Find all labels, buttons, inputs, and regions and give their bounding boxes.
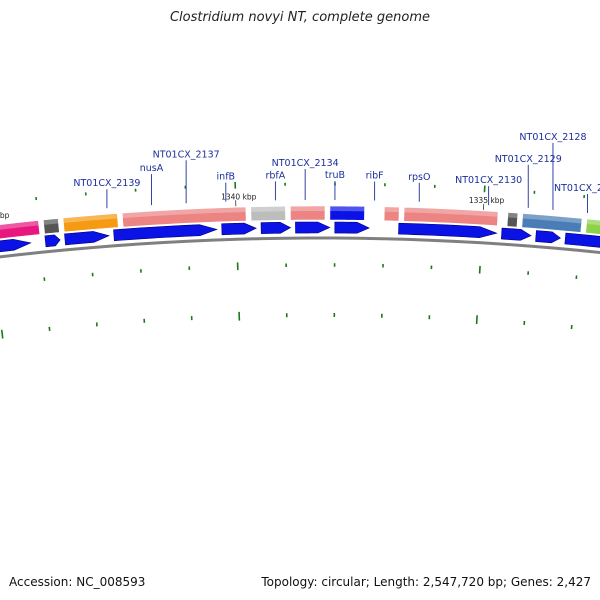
- backbone-arc: [0, 236, 600, 259]
- cog-block-highlight: [0, 220, 39, 230]
- gene-label: NT01CX_2130: [455, 175, 522, 186]
- kbp-label: 1340 kbp: [221, 192, 257, 201]
- cog-block: [383, 206, 400, 222]
- kbp-label: 1345 kbp: [0, 211, 10, 220]
- genome-title: Clostridium novyi NT, complete genome: [169, 10, 431, 25]
- genome-backbone: [0, 236, 600, 259]
- accession-label: Accession: NC_008593: [9, 575, 146, 589]
- cog-block: [521, 213, 583, 233]
- gene-label: NT01CX_2139: [73, 178, 140, 189]
- cog-block-highlight: [290, 206, 325, 212]
- cog-block: [0, 220, 41, 240]
- cog-block: [250, 205, 286, 222]
- cog-block-highlight: [43, 218, 59, 225]
- cog-block-highlight: [522, 213, 583, 224]
- cog-ring: [0, 205, 600, 240]
- gene-label: NT01CX_2127: [554, 183, 600, 194]
- gene-label: NT01CX_2128: [519, 132, 586, 143]
- gene-arrow: [221, 222, 257, 236]
- cog-block: [329, 205, 365, 221]
- gene-label: ribF: [366, 171, 384, 182]
- gene-label: rpsO: [408, 172, 430, 183]
- cog-block: [42, 218, 60, 235]
- gene-label: NT01CX_2134: [272, 158, 339, 169]
- gene-track: [0, 221, 600, 253]
- gene-label: infB: [217, 172, 236, 183]
- gene-arrow: [64, 231, 110, 246]
- gene-label: nusA: [140, 163, 164, 174]
- gene-label: rbfA: [266, 170, 286, 181]
- tick-mark: [0, 329, 4, 339]
- gene-label: truB: [325, 170, 345, 181]
- gene-arrow: [334, 221, 370, 234]
- cog-block: [290, 205, 326, 221]
- cog-block-highlight: [329, 206, 365, 212]
- gene-arrow: [260, 221, 292, 234]
- cog-block: [62, 213, 119, 233]
- cog-block-highlight: [404, 207, 499, 217]
- tick-mark: [475, 315, 478, 325]
- gene-arrow: [535, 230, 561, 244]
- gene-label: NT01CX_2129: [495, 154, 562, 165]
- cog-block-highlight: [507, 212, 518, 219]
- cog-block: [506, 212, 519, 228]
- gene-arrow: [295, 221, 331, 234]
- gene-labels: ispGpolCNT01CX_2139nusANT01CX_2137infBrb…: [73, 132, 600, 213]
- gene-label: NT01CX_2137: [153, 149, 220, 160]
- cog-block: [585, 218, 600, 235]
- cog-block: [403, 206, 499, 227]
- tick-rings: [0, 181, 586, 339]
- gene-arrow: [398, 222, 498, 238]
- gene-arrow: [113, 224, 218, 242]
- kbp-label: 1335 kbp: [469, 196, 505, 205]
- cog-block-highlight: [122, 207, 246, 219]
- genome-summary: Topology: circular; Length: 2,547,720 bp…: [261, 575, 591, 589]
- cog-block-highlight: [586, 218, 600, 226]
- gene-arrow: [500, 227, 532, 241]
- cog-block-highlight: [62, 213, 118, 223]
- gene-arrow: [0, 238, 32, 253]
- cog-block-highlight: [384, 206, 400, 213]
- cog-block: [121, 206, 247, 228]
- gene-arrow: [44, 234, 61, 248]
- cog-block-highlight: [250, 206, 286, 212]
- gene-arrow: [564, 232, 600, 248]
